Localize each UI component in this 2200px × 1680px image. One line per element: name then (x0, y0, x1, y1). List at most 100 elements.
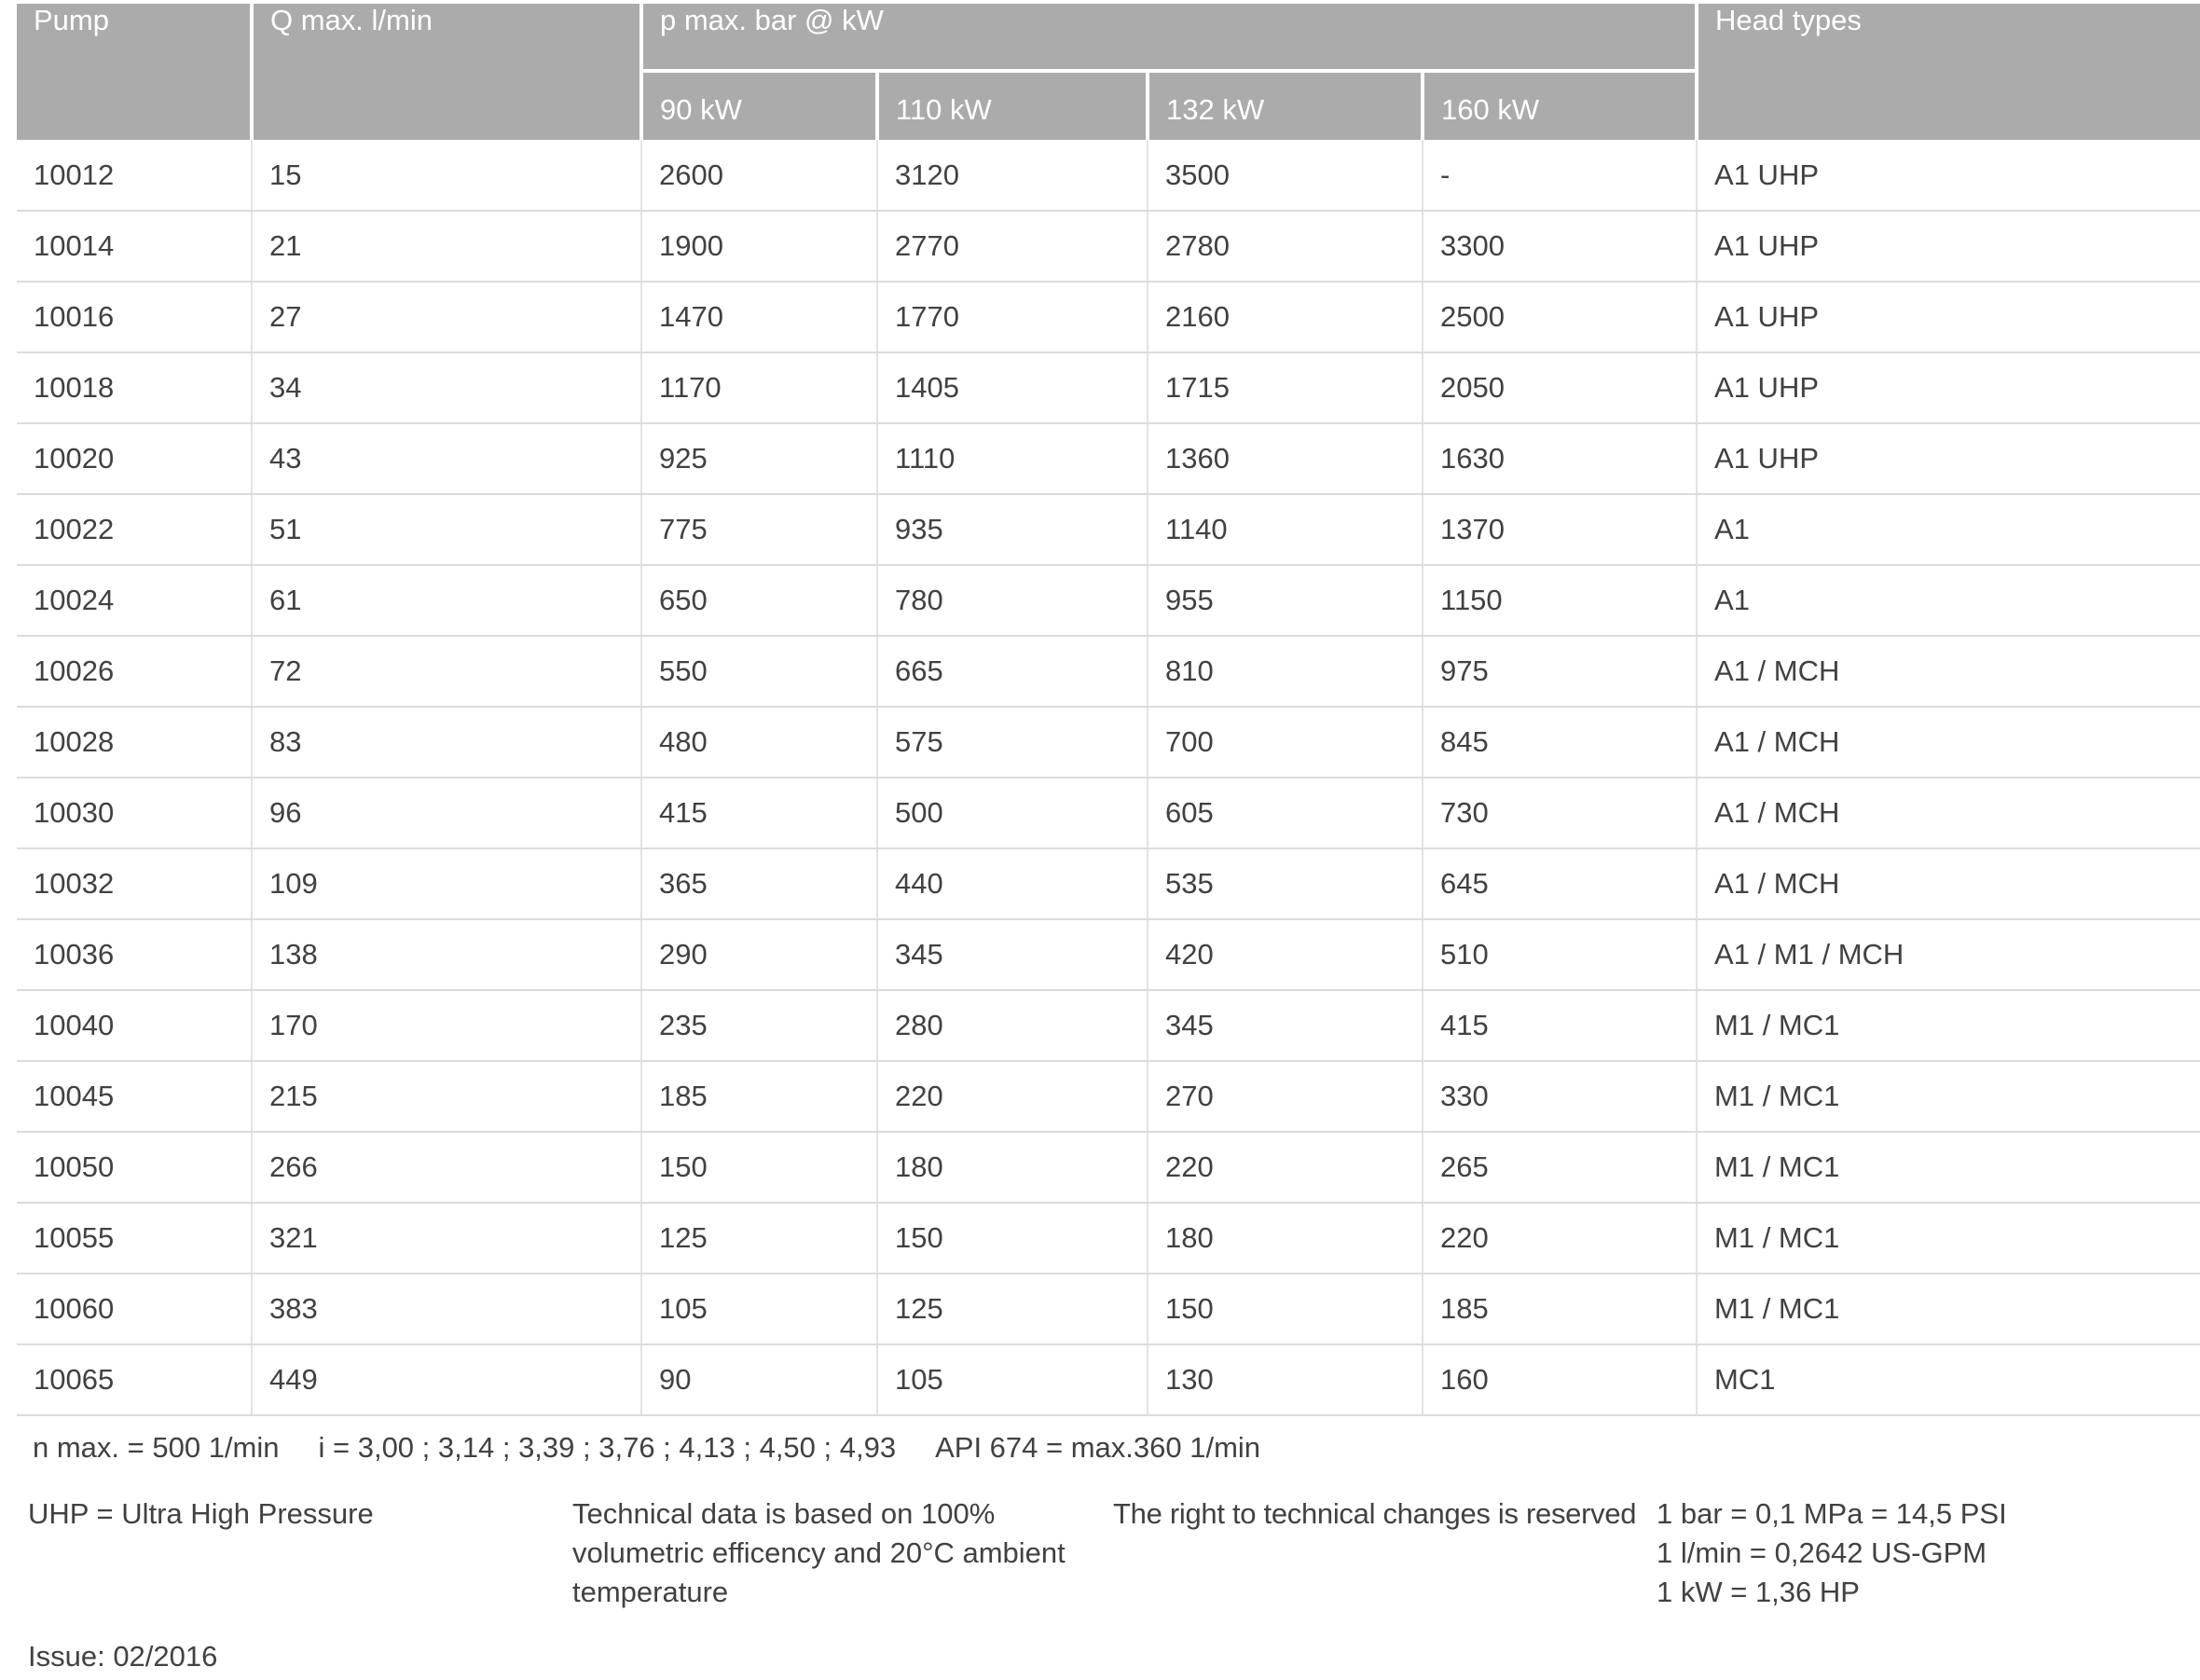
qmax-cell: 96 (251, 778, 641, 849)
p-110kw-cell: 1405 (876, 352, 1148, 424)
table-row: 10012 15 2600 3120 3500- A1 UHP (17, 140, 2200, 212)
qmax-cell: 51 (251, 494, 641, 566)
p-160kw-cell: 975 (1421, 636, 1698, 708)
p-90kw-cell: 90 (640, 1344, 877, 1416)
p-110kw-cell: 125 (876, 1274, 1148, 1345)
p-110kw-cell: 220 (876, 1061, 1148, 1133)
pump-id-cell: 10055 (17, 1203, 252, 1274)
head-types-cell: M1 / MC1 (1696, 990, 2200, 1062)
p-110kw-cell: 935 (876, 494, 1148, 566)
table-row: 10014 21 1900 2770 2780 3300 A1 UHP (17, 211, 2200, 282)
col-header-90kw: 90 kW (641, 69, 879, 140)
head-types-cell: A1 / MCH (1696, 848, 2200, 920)
pump-table-body: 10012 15 2600 3120 3500- A1 UHP 10014 21 1900 277… (17, 140, 2200, 1416)
conversion-bar: 1 bar = 0,1 MPa = 14,5 PSI (1657, 1497, 2007, 1530)
table-row: 10018 34 1170 1405 1715 2050 A1 UHP (17, 352, 2200, 424)
legend-conversions: 1 bar = 0,1 MPa = 14,5 PSI 1 l/min = 0,2… (1657, 1494, 2200, 1612)
p-110kw-cell: 1110 (876, 423, 1148, 495)
p-132kw-cell: 2780 (1147, 211, 1423, 282)
p-90kw-cell: 415 (640, 778, 877, 849)
table-row: 10065 449 90 105 130 160 MC1 (17, 1344, 2200, 1416)
p-160kw-cell: 265 (1421, 1132, 1698, 1204)
legend-uhp: UHP = Ultra High Pressure (28, 1497, 374, 1530)
col-header-pump: Pump (17, 4, 254, 140)
pump-datasheet-page: Pump Q max. l/min p max. bar @ kW Head t… (0, 4, 2200, 1680)
p-132kw-cell: 535 (1147, 848, 1423, 920)
qmax-cell: 15 (251, 140, 641, 212)
p-160kw-cell: 1150 (1421, 565, 1698, 637)
qmax-cell: 138 (251, 919, 641, 991)
table-row: 10050 266 150 180 220 265 M1 / MC1 (17, 1132, 2200, 1204)
p-160kw-cell: 510 (1421, 919, 1698, 991)
p-160kw-cell: 2500 (1421, 282, 1698, 353)
p-132kw-cell: 130 (1147, 1344, 1423, 1416)
p-160kw-cell: 845 (1421, 707, 1698, 778)
p-160kw-cell: 415 (1421, 990, 1698, 1062)
qmax-cell: 266 (251, 1132, 641, 1204)
p-160kw-cell: 220 (1421, 1203, 1698, 1274)
p-132kw-cell: 955 (1147, 565, 1423, 637)
head-types-cell: A1 UHP (1696, 423, 2200, 495)
p-132kw-cell: 3500 (1147, 140, 1423, 212)
table-row: 10030 96 415 500 605 730 A1 / MCH (17, 778, 2200, 849)
col-header-head-types: Head types (1697, 4, 2200, 140)
head-types-cell: M1 / MC1 (1696, 1203, 2200, 1274)
p-132kw-cell: 220 (1147, 1132, 1423, 1204)
p-90kw-cell: 1900 (640, 211, 877, 282)
head-types-cell: MC1 (1696, 1344, 2200, 1416)
note-n-max: n max. = 500 1/min (33, 1431, 280, 1464)
p-160kw-cell: 160 (1421, 1344, 1698, 1416)
p-132kw-cell: 345 (1147, 990, 1423, 1062)
head-types-cell: M1 / MC1 (1696, 1061, 2200, 1133)
legend-technical: Technical data is based on 100% volumetr… (572, 1494, 1113, 1612)
head-types-cell: A1 / MCH (1696, 707, 2200, 778)
p-132kw-cell: 2160 (1147, 282, 1423, 353)
qmax-cell: 449 (251, 1344, 641, 1416)
qmax-cell: 72 (251, 636, 641, 708)
pump-id-cell: 10016 (17, 282, 252, 353)
head-types-cell: A1 UHP (1696, 352, 2200, 424)
note-api: API 674 = max.360 1/min (935, 1431, 1261, 1464)
p-90kw-cell: 235 (640, 990, 877, 1062)
head-types-cell: A1 / MCH (1696, 636, 2200, 708)
p-90kw-cell: 925 (640, 423, 877, 495)
p-90kw-cell: 150 (640, 1132, 877, 1204)
table-row: 10032 109 365 440 535 645 A1 / MCH (17, 848, 2200, 920)
qmax-cell: 21 (251, 211, 641, 282)
qmax-cell: 34 (251, 352, 641, 424)
p-132kw-cell: 150 (1147, 1274, 1423, 1345)
p-110kw-cell: 1770 (876, 282, 1148, 353)
note-i-ratios: i = 3,00 ; 3,14 ; 3,39 ; 3,76 ; 4,13 ; 4… (318, 1431, 897, 1464)
p-110kw-cell: 665 (876, 636, 1148, 708)
pump-id-cell: 10028 (17, 707, 252, 778)
head-types-cell: A1 / M1 / MCH (1696, 919, 2200, 991)
p-160kw-cell: 3300 (1421, 211, 1698, 282)
pump-spec-table: Pump Q max. l/min p max. bar @ kW Head t… (17, 4, 2200, 1416)
qmax-cell: 170 (251, 990, 641, 1062)
legend-row: UHP = Ultra High Pressure Technical data… (28, 1494, 2200, 1612)
qmax-cell: 83 (251, 707, 641, 778)
pump-id-cell: 10065 (17, 1344, 252, 1416)
head-types-cell: A1 / MCH (1696, 778, 2200, 849)
p-90kw-cell: 365 (640, 848, 877, 920)
table-row: 10036 138 290 345 420 510 A1 / M1 / MCH (17, 919, 2200, 991)
p-90kw-cell: 775 (640, 494, 877, 566)
notes-row: n max. = 500 1/min i = 3,00 ; 3,14 ; 3,39… (33, 1431, 2200, 1465)
col-header-132kw: 132 kW (1148, 69, 1424, 140)
pump-id-cell: 10040 (17, 990, 252, 1062)
table-row: 10022 51 775 935 1140 1370 A1 (17, 494, 2200, 566)
issue-label: Issue: 02/2016 (28, 1640, 218, 1673)
pump-id-cell: 10050 (17, 1132, 252, 1204)
col-header-110kw: 110 kW (877, 69, 1149, 140)
pump-id-cell: 10022 (17, 494, 252, 566)
table-row: 10024 61 650 780 955 1150 A1 (17, 565, 2200, 637)
pump-id-cell: 10012 (17, 140, 252, 212)
p-110kw-cell: 575 (876, 707, 1148, 778)
conversion-kw: 1 kW = 1,36 HP (1657, 1576, 1860, 1608)
p-90kw-cell: 105 (640, 1274, 877, 1345)
p-160kw-cell: 645 (1421, 848, 1698, 920)
p-110kw-cell: 500 (876, 778, 1148, 849)
p-160kw-cell: 1370 (1421, 494, 1698, 566)
qmax-cell: 383 (251, 1274, 641, 1345)
qmax-cell: 27 (251, 282, 641, 353)
